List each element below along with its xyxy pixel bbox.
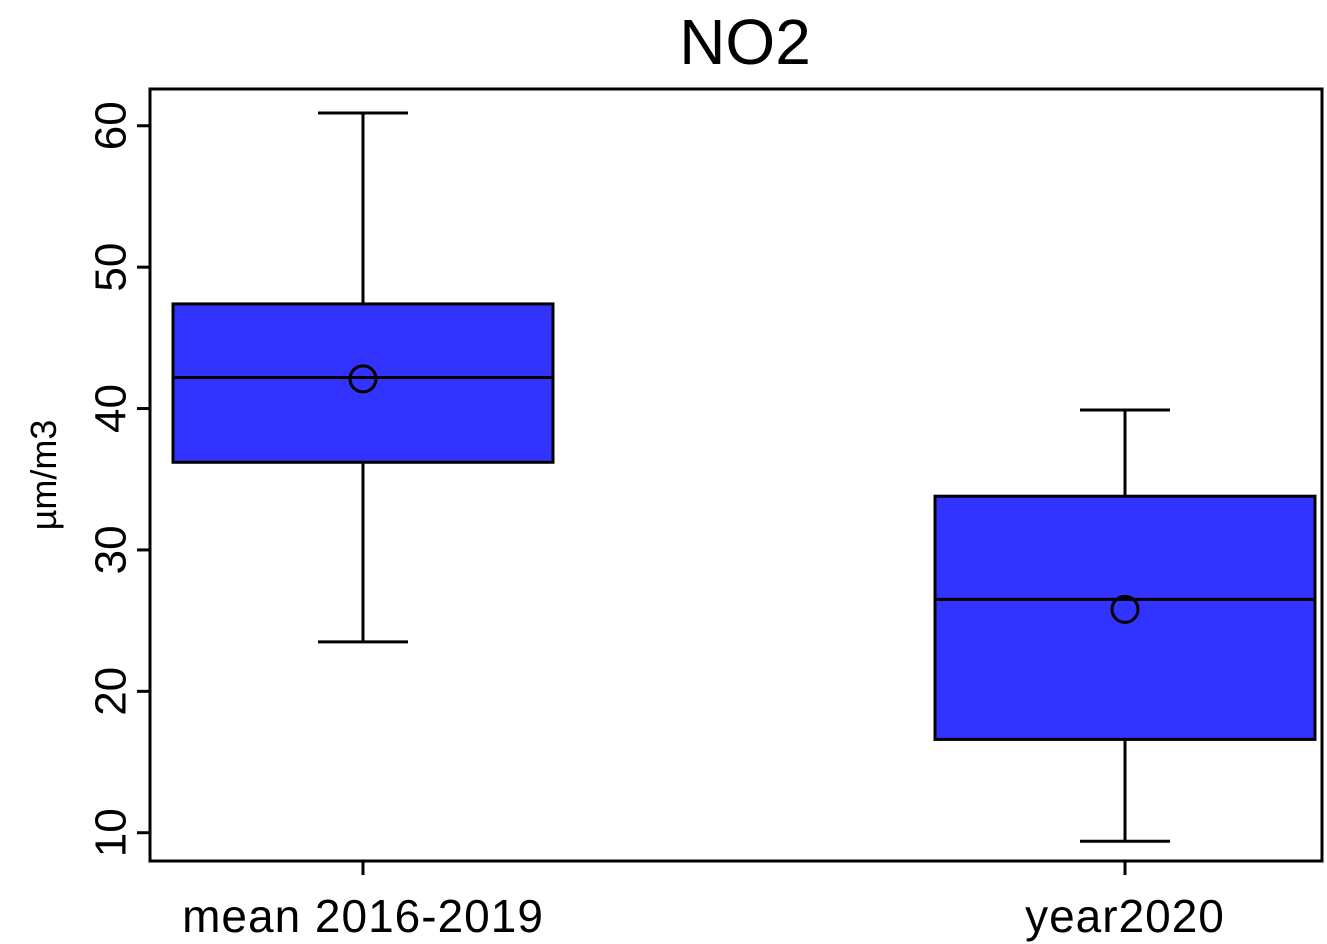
boxplots (171, 111, 1317, 843)
y-tick-label: 40 (86, 384, 135, 433)
x-axis: mean 2016-2019 year2020 (182, 861, 1225, 942)
box (171, 302, 555, 464)
y-axis-label: µm/m3 (23, 420, 64, 531)
y-tick-label: 20 (86, 667, 135, 716)
y-tick-label: 30 (86, 525, 135, 574)
chart-title: NO2 (679, 6, 811, 78)
box (933, 494, 1317, 741)
mean-marker (348, 364, 378, 394)
x-category-label: mean 2016-2019 (182, 890, 544, 942)
y-tick-label: 60 (86, 101, 135, 150)
mean-marker (1110, 594, 1140, 624)
plot-frame (148, 87, 1324, 863)
y-tick-label: 50 (86, 243, 135, 292)
x-category-label: year2020 (1025, 890, 1225, 942)
y-axis: 10 20 30 40 50 60 (86, 101, 150, 857)
y-tick-label: 10 (86, 808, 135, 857)
